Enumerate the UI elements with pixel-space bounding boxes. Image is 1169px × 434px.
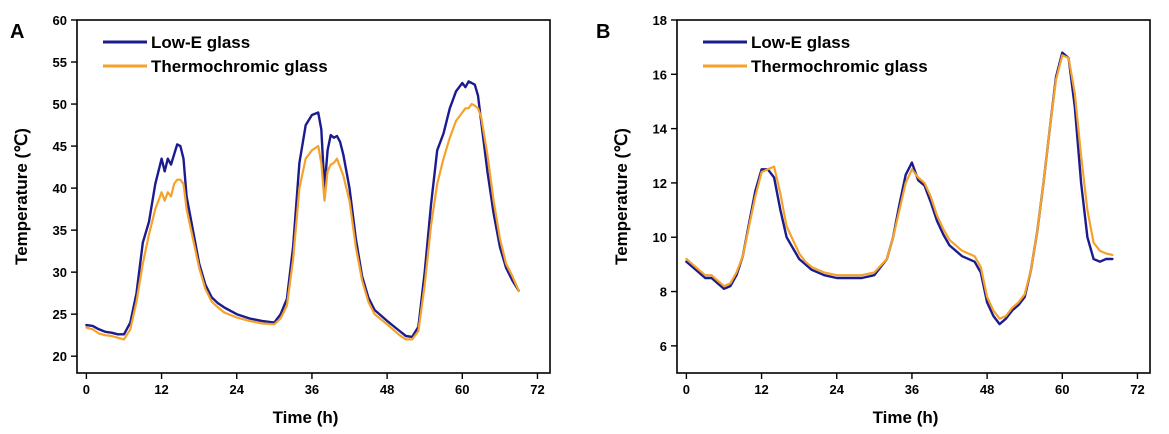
y-tick-label: 16 xyxy=(653,67,667,82)
y-tick-label: 18 xyxy=(653,13,667,28)
y-tick-label: 25 xyxy=(53,307,67,322)
x-tick-label: 72 xyxy=(1130,382,1144,397)
x-tick-label: 48 xyxy=(380,382,394,397)
x-tick-label: 36 xyxy=(305,382,319,397)
x-tick-label: 60 xyxy=(1055,382,1069,397)
y-tick-label: 35 xyxy=(53,223,67,238)
x-tick-label: 36 xyxy=(905,382,919,397)
panel-b-chart: B 0 12 24 36 48 60 72 6 8 10 12 14 16 18 Time (h) Temper… xyxy=(596,13,1151,427)
y-tick-label: 40 xyxy=(53,181,67,196)
x-tick-label: 60 xyxy=(455,382,469,397)
y-tick-label: 6 xyxy=(660,339,667,354)
plot-frame xyxy=(76,19,551,374)
y-tick-label: 55 xyxy=(53,55,67,70)
y-axis-title: Temperature (℃) xyxy=(12,128,31,265)
legend-label: Thermochromic glass xyxy=(151,57,328,76)
y-tick-label: 8 xyxy=(660,285,667,300)
x-tick-label: 24 xyxy=(830,382,845,397)
series-line-thermochromic-glass xyxy=(85,102,520,341)
y-tick-label: 14 xyxy=(653,122,668,137)
series-line-low-e-glass xyxy=(685,51,1114,326)
series-line-thermochromic-glass xyxy=(685,54,1114,320)
x-axis-title: Time (h) xyxy=(873,408,939,427)
x-tick-label: 12 xyxy=(154,382,168,397)
y-tick-label: 12 xyxy=(653,176,667,191)
legend-label: Low-E glass xyxy=(751,33,850,52)
legend-label: Low-E glass xyxy=(151,33,250,52)
y-tick-label: 50 xyxy=(53,97,67,112)
legend-label: Thermochromic glass xyxy=(751,57,928,76)
x-tick-label: 0 xyxy=(683,382,690,397)
x-tick-label: 24 xyxy=(230,382,245,397)
series-line-low-e-glass xyxy=(85,80,520,339)
y-axis-title: Temperature (℃) xyxy=(612,128,631,265)
x-tick-label: 48 xyxy=(980,382,994,397)
x-tick-label: 12 xyxy=(754,382,768,397)
y-tick-label: 60 xyxy=(53,13,67,28)
x-axis-title: Time (h) xyxy=(273,408,339,427)
panel-a-chart: A 0 12 24 36 48 60 72 20 25 30 35 40 45 50 55 60 Time (h)… xyxy=(10,13,551,427)
x-tick-label: 0 xyxy=(83,382,90,397)
y-tick-label: 45 xyxy=(53,139,67,154)
y-tick-label: 10 xyxy=(653,230,667,245)
panel-letter: B xyxy=(596,21,610,43)
plot-frame xyxy=(676,19,1151,374)
x-tick-label: 72 xyxy=(530,382,544,397)
y-tick-label: 30 xyxy=(53,265,67,280)
y-tick-label: 20 xyxy=(53,349,67,364)
panel-letter: A xyxy=(10,21,24,43)
